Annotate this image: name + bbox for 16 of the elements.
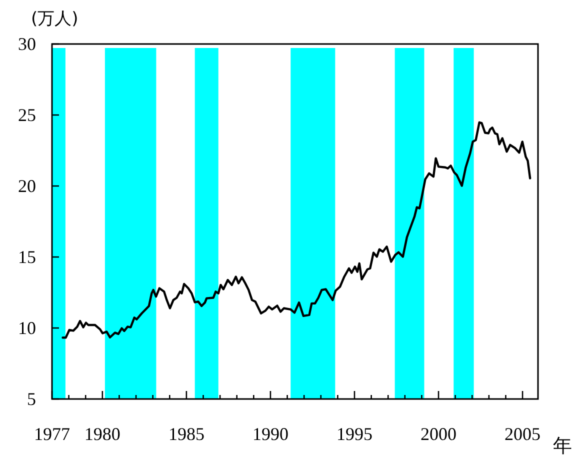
x-axis-title: 年 (553, 435, 572, 457)
x-tick-label: 1980 (84, 424, 120, 444)
y-tick-label: 5 (27, 389, 36, 409)
x-tick-label: 1995 (336, 424, 372, 444)
y-axis-title: (万人) (31, 9, 78, 29)
line-series (62, 121, 532, 339)
x-tick-label: 2000 (420, 424, 457, 444)
y-tick-label: 30 (18, 34, 36, 54)
x-tick-label: 1985 (168, 424, 204, 444)
x-tick-label: 1977 (34, 424, 70, 444)
x-tick-label: 1990 (252, 424, 288, 444)
y-tick-label: 20 (18, 176, 36, 196)
y-tick-label: 25 (18, 105, 36, 125)
y-tick-label: 15 (18, 247, 36, 267)
x-tick-label: 2005 (504, 424, 541, 444)
y-tick-label: 10 (18, 318, 36, 338)
